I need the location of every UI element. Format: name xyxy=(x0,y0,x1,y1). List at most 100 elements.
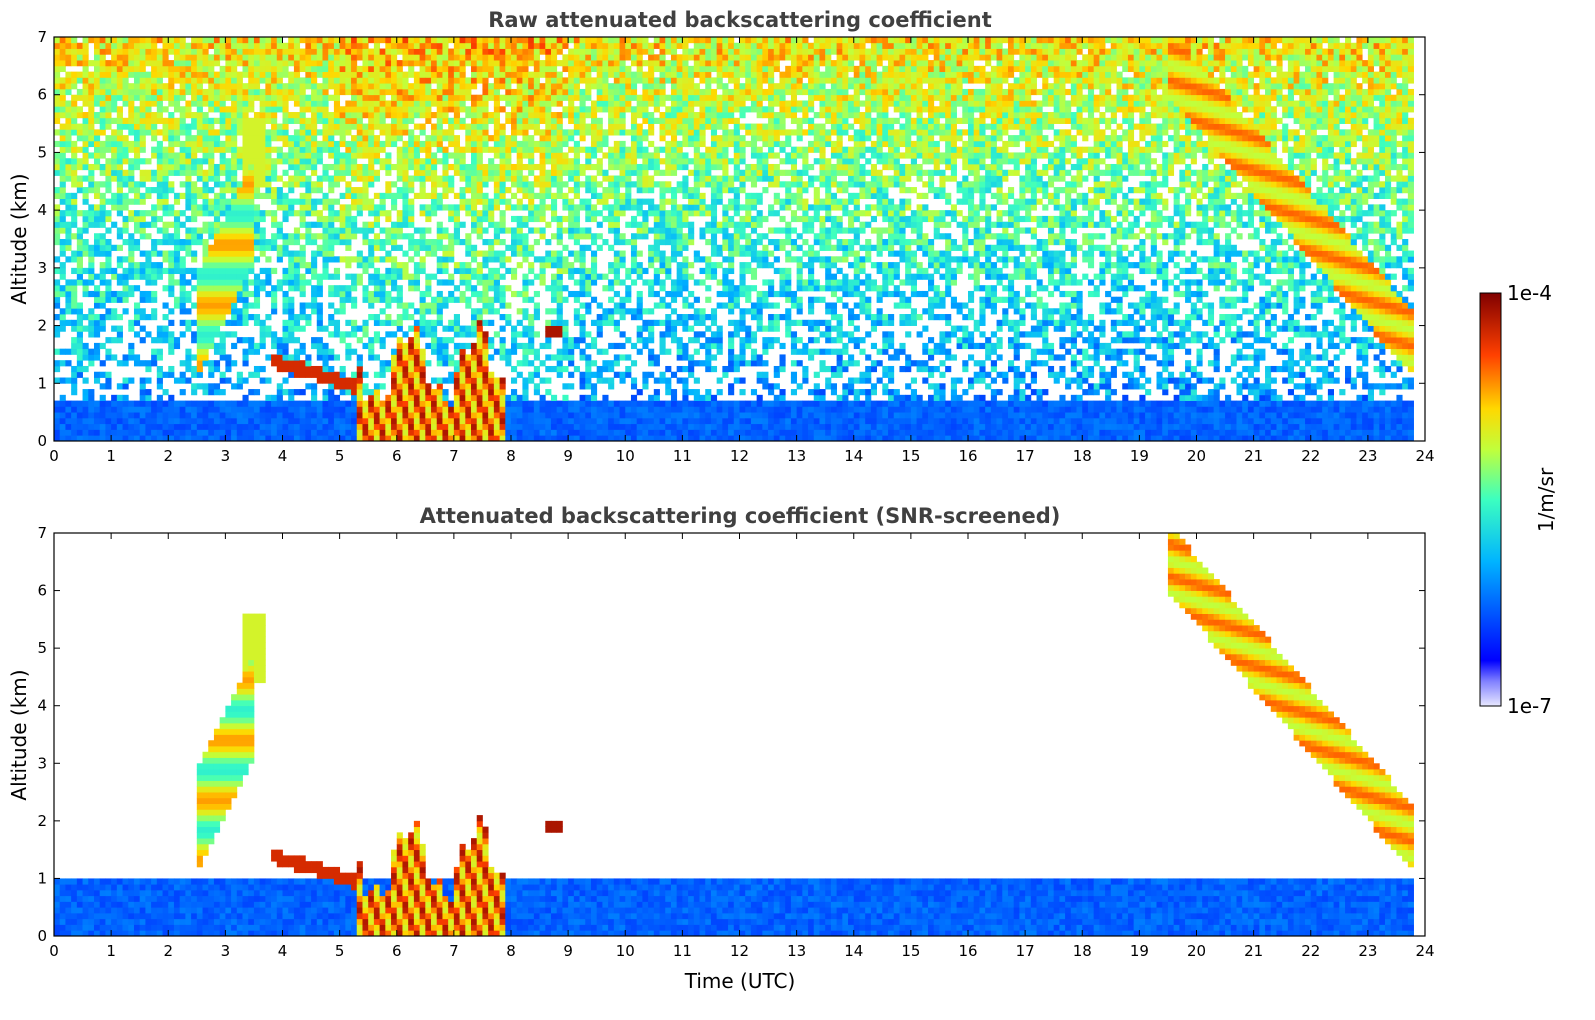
heatmap-cell xyxy=(402,88,409,96)
heatmap-cell xyxy=(248,314,255,321)
heatmap-cell xyxy=(196,140,203,148)
heatmap-cell xyxy=(550,152,558,159)
heatmap-cell xyxy=(391,42,398,49)
heatmap-cell xyxy=(562,244,569,251)
heatmap-cell xyxy=(82,400,89,407)
heatmap-cell xyxy=(145,123,152,130)
heatmap-cell xyxy=(488,273,495,280)
heatmap-cell xyxy=(139,290,146,298)
heatmap-cell xyxy=(590,429,598,436)
heatmap-cell xyxy=(579,250,586,257)
heatmap-cell xyxy=(339,423,346,430)
heatmap-cell xyxy=(465,400,472,407)
heatmap-cell xyxy=(219,389,226,396)
heatmap-cell xyxy=(145,221,152,228)
heatmap-cell xyxy=(345,256,352,263)
heatmap-cell xyxy=(54,204,61,211)
heatmap-cell xyxy=(471,325,478,332)
heatmap-cell xyxy=(71,389,78,396)
heatmap-cell xyxy=(156,94,163,101)
heatmap-cell xyxy=(505,169,512,176)
heatmap-cell xyxy=(562,77,569,84)
heatmap-cell xyxy=(322,377,329,384)
heatmap-cell xyxy=(133,210,141,217)
heatmap-cell xyxy=(139,112,146,119)
heatmap-cell xyxy=(225,423,232,430)
heatmap-cell xyxy=(179,302,186,309)
heatmap-cell xyxy=(311,146,318,153)
heatmap-cell xyxy=(54,42,61,49)
heatmap-cell xyxy=(539,106,546,113)
heatmap-cell xyxy=(368,135,375,142)
heatmap-cell xyxy=(528,215,535,223)
heatmap-cell xyxy=(105,175,112,182)
heatmap-cell xyxy=(362,181,369,188)
heatmap-cell xyxy=(579,71,586,78)
heatmap-cell xyxy=(556,412,563,419)
heatmap-cell xyxy=(379,48,386,55)
heatmap-cell xyxy=(556,146,563,153)
heatmap-cell xyxy=(231,239,238,246)
heatmap-cell xyxy=(168,181,175,188)
heatmap-cell xyxy=(242,435,249,441)
heatmap-cell xyxy=(225,296,232,303)
heatmap-cell xyxy=(208,54,215,61)
heatmap-cell xyxy=(465,140,472,148)
heatmap-cell xyxy=(539,175,546,182)
heatmap-cell xyxy=(391,221,398,228)
heatmap-cell xyxy=(253,239,261,246)
heatmap-cell xyxy=(562,319,569,326)
heatmap-cell xyxy=(116,204,123,211)
heatmap-cell xyxy=(213,383,221,390)
heatmap-cell xyxy=(151,88,158,96)
heatmap-cell xyxy=(373,83,381,90)
heatmap-cell xyxy=(533,406,540,413)
heatmap-cell xyxy=(573,256,580,263)
heatmap-cell xyxy=(219,77,226,84)
heatmap-cell xyxy=(299,279,306,286)
heatmap-cell xyxy=(533,88,540,96)
heatmap-cell xyxy=(71,140,78,148)
heatmap-cell xyxy=(391,129,398,136)
heatmap-cell xyxy=(339,215,346,223)
heatmap-cell xyxy=(373,54,381,61)
heatmap-cell xyxy=(271,94,278,101)
heatmap-cell xyxy=(116,37,123,44)
heatmap-cell xyxy=(168,331,175,338)
heatmap-cell xyxy=(333,377,341,384)
heatmap-cell xyxy=(556,192,563,199)
heatmap-cell xyxy=(402,383,409,390)
heatmap-cell xyxy=(562,169,569,176)
heatmap-cell xyxy=(99,48,106,55)
heatmap-cell xyxy=(419,360,426,367)
heatmap-cell xyxy=(516,106,523,113)
heatmap-cell xyxy=(585,273,592,280)
heatmap-cell xyxy=(65,417,72,425)
heatmap-cell xyxy=(65,279,72,286)
heatmap-cell xyxy=(550,175,558,182)
heatmap-cell xyxy=(573,267,580,275)
heatmap-cell xyxy=(533,210,540,217)
heatmap-cell xyxy=(436,319,443,326)
heatmap-cell xyxy=(276,244,283,251)
heatmap-cell xyxy=(448,354,455,361)
heatmap-cell xyxy=(459,71,466,78)
heatmap-cell xyxy=(379,273,386,280)
heatmap-cell xyxy=(482,83,489,90)
heatmap-cell xyxy=(408,112,415,119)
heatmap-cell xyxy=(499,273,506,280)
heatmap-cell xyxy=(568,423,575,430)
heatmap-cell xyxy=(213,365,221,373)
heatmap-cell xyxy=(499,42,506,49)
heatmap-cell xyxy=(528,406,535,413)
heatmap-cell xyxy=(105,48,112,55)
heatmap-cell xyxy=(368,146,375,153)
heatmap-cell xyxy=(288,296,295,303)
heatmap-cell xyxy=(408,417,415,425)
heatmap-cell xyxy=(585,146,592,153)
heatmap-cell xyxy=(482,100,489,107)
heatmap-cell xyxy=(493,175,500,182)
heatmap-cell xyxy=(482,140,489,148)
heatmap-cell xyxy=(162,285,169,292)
heatmap-cell xyxy=(128,325,135,332)
